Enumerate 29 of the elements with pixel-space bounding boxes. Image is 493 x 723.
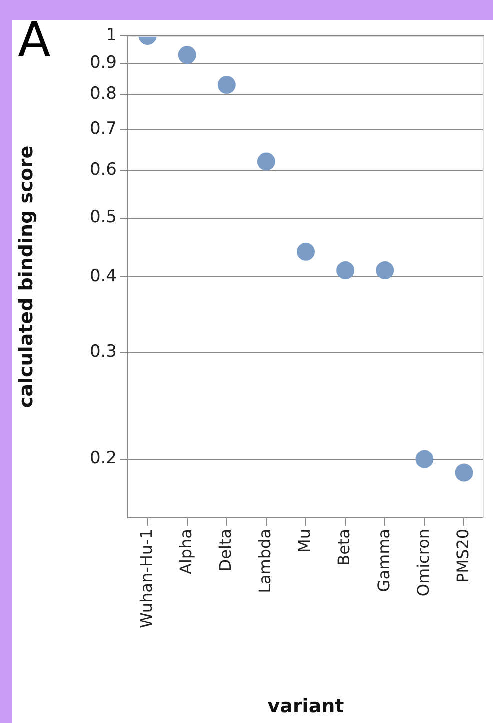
point bbox=[416, 450, 434, 468]
x-tick-label: PMS20 bbox=[453, 529, 472, 583]
y-axis-title: calculated binding score bbox=[15, 146, 38, 408]
y-tick-label: 0.8 bbox=[90, 84, 117, 104]
point bbox=[455, 464, 474, 482]
x-tick-label: Omicron bbox=[414, 529, 433, 597]
x-tick-label: Lambda bbox=[256, 529, 275, 594]
x-tick-label: Mu bbox=[295, 529, 314, 553]
y-tick-label: 0.6 bbox=[90, 160, 117, 180]
point bbox=[336, 262, 355, 280]
x-tick-label: Alpha bbox=[176, 529, 196, 574]
y-tick-label: 0.7 bbox=[90, 119, 117, 140]
y-tick-label: 0.9 bbox=[90, 53, 117, 74]
text: A bbox=[18, 12, 51, 68]
x-tick-label: Wuhan-Hu-1 bbox=[136, 529, 156, 628]
y-tick-label: 1 bbox=[106, 25, 117, 46]
point bbox=[376, 262, 394, 280]
x-tick-label: Delta bbox=[216, 529, 236, 572]
x-tick-label: Beta bbox=[334, 529, 354, 566]
y-tick-label: 0.2 bbox=[90, 448, 117, 469]
y-tick-label: 0.3 bbox=[90, 342, 117, 362]
y-tick-label: 0.4 bbox=[90, 266, 117, 286]
point bbox=[178, 46, 196, 64]
point bbox=[297, 242, 315, 261]
point bbox=[218, 76, 236, 94]
x-tick-label: Gamma bbox=[374, 529, 394, 592]
y-tick-label: 0.5 bbox=[90, 208, 117, 228]
x-axis-title: variant bbox=[268, 696, 344, 718]
point bbox=[257, 152, 276, 171]
